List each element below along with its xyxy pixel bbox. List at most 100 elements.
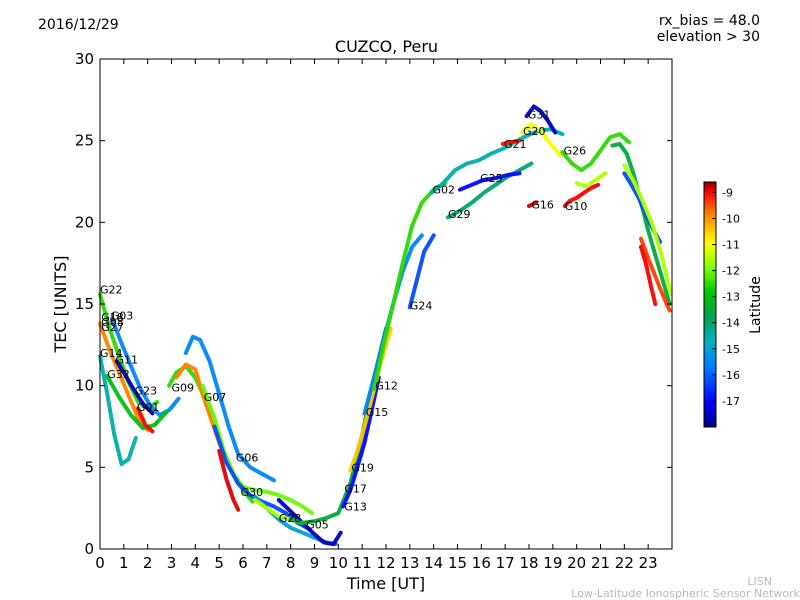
series-g26-28 bbox=[560, 132, 632, 173]
series-g29-36 bbox=[622, 163, 673, 297]
sat-label-g25: G25 bbox=[480, 172, 503, 185]
cb-tick-label--16: -16 bbox=[722, 369, 740, 382]
x-axis: 0 1 2 3 4 5 6 7 8 9 10 11 12 13 14 15 16 17 18 19 20 21 22 23 bbox=[95, 59, 658, 572]
sat-label-g17: G17 bbox=[344, 483, 367, 496]
sat-label-g06: G06 bbox=[236, 452, 259, 465]
x-tick-label-10: 10 bbox=[329, 554, 348, 572]
sat-label-g20: G20 bbox=[523, 125, 546, 138]
cb-tick-label--14: -14 bbox=[722, 317, 740, 330]
sat-label-g31: G31 bbox=[528, 109, 551, 122]
cb-tick-label--11: -11 bbox=[722, 239, 740, 252]
x-tick-label-19: 19 bbox=[543, 554, 562, 572]
series-g19-18 bbox=[348, 326, 393, 473]
plot-frame bbox=[99, 58, 673, 550]
sat-label-g22: G22 bbox=[100, 283, 123, 296]
y-axis-label: TEC [UNITS] bbox=[51, 256, 70, 354]
x-tick-label-14: 14 bbox=[424, 554, 443, 572]
chart-title: CUZCO, Peru bbox=[334, 37, 439, 56]
sat-label-g01: G01 bbox=[137, 401, 160, 414]
series-g29-23 bbox=[446, 161, 534, 220]
sat-label-g08: G08 bbox=[101, 316, 124, 329]
series-g10-30 bbox=[562, 182, 601, 208]
series-g01-6 bbox=[136, 406, 155, 434]
series-g11-4 bbox=[114, 359, 155, 416]
cb-tick-label--13: -13 bbox=[722, 291, 740, 304]
series-g14-2 bbox=[98, 354, 138, 467]
footer-lisn: LISN bbox=[747, 575, 772, 588]
sat-label-g10: G10 bbox=[565, 200, 588, 213]
cb-tick-label--12: -12 bbox=[722, 265, 740, 278]
x-tick-label-12: 12 bbox=[376, 554, 395, 572]
sat-label-g30: G30 bbox=[241, 486, 264, 499]
sat-label-g15: G15 bbox=[366, 406, 389, 419]
x-tick-label-7: 7 bbox=[262, 554, 272, 572]
x-tick-label-6: 6 bbox=[238, 554, 248, 572]
series-g32-5 bbox=[105, 373, 169, 431]
y-tick-label-30: 30 bbox=[75, 50, 94, 68]
series-g31-31 bbox=[574, 171, 608, 189]
x-tick-label-18: 18 bbox=[519, 554, 538, 572]
y-tick-label-15: 15 bbox=[75, 295, 94, 313]
sat-label-g12: G12 bbox=[375, 380, 398, 393]
date-label: 2016/12/29 bbox=[38, 17, 119, 33]
y-tick-label-10: 10 bbox=[75, 377, 94, 395]
series-g06-9 bbox=[183, 334, 276, 483]
x-tick-label-1: 1 bbox=[119, 554, 129, 572]
x-tick-label-5: 5 bbox=[214, 554, 224, 572]
cb-tick-label--9: -9 bbox=[722, 186, 733, 199]
colorbar-label: Latitude bbox=[748, 276, 764, 334]
series-g13-17 bbox=[341, 375, 381, 509]
x-tick-label-15: 15 bbox=[448, 554, 467, 572]
cb-tick-label--10: -10 bbox=[722, 212, 740, 225]
series-g31-26 bbox=[524, 104, 558, 135]
series-g20-27 bbox=[519, 122, 562, 158]
y-tick-label-20: 20 bbox=[75, 213, 94, 231]
sat-label-g24: G24 bbox=[410, 300, 433, 313]
x-tick-label-20: 20 bbox=[567, 554, 586, 572]
colorbar-ticks: -9 -10 -11 -12 -13 -14 -15 -16 -17 bbox=[712, 186, 740, 408]
series-g21-25 bbox=[500, 138, 522, 146]
rx-bias-label: rx_bias = 48.0 bbox=[658, 13, 760, 29]
sat-label-g29: G29 bbox=[448, 208, 471, 221]
series-g17-16 bbox=[288, 326, 388, 525]
sat-label-g03: G03 bbox=[111, 309, 134, 322]
series-g25-24 bbox=[457, 171, 522, 192]
series-g25-35 bbox=[639, 244, 658, 306]
footer-network: Low-Latitude Ionospheric Sensor Network bbox=[571, 587, 800, 600]
sat-label-g13: G13 bbox=[344, 501, 367, 514]
x-axis-label: Time [UT] bbox=[346, 574, 425, 593]
sat-label-g11: G11 bbox=[116, 354, 139, 367]
sat-label-g02: G02 bbox=[433, 184, 456, 197]
y-tick-label-5: 5 bbox=[84, 458, 94, 476]
sat-label-g14: G14 bbox=[100, 347, 123, 360]
series-g27-3 bbox=[98, 321, 150, 432]
sat-label-g32: G32 bbox=[107, 368, 130, 381]
sat-label-g19: G19 bbox=[351, 461, 374, 474]
x-tick-label-16: 16 bbox=[472, 554, 491, 572]
y-axis: 0 5 10 15 20 25 30 bbox=[75, 50, 672, 558]
x-tick-label-9: 9 bbox=[310, 554, 320, 572]
series-layer bbox=[98, 104, 673, 547]
x-tick-label-4: 4 bbox=[191, 554, 201, 572]
colorbar bbox=[703, 181, 717, 428]
cb-tick-label--17: -17 bbox=[722, 395, 740, 408]
sat-label-g07: G07 bbox=[204, 391, 227, 404]
series-g12-20 bbox=[372, 181, 448, 391]
sat-label-g21: G21 bbox=[504, 138, 527, 151]
sat-label-g09: G09 bbox=[172, 381, 195, 394]
series-g16-29 bbox=[527, 200, 539, 208]
x-tick-label-23: 23 bbox=[639, 554, 658, 572]
sat-label-g26: G26 bbox=[564, 145, 587, 158]
y-tick-label-0: 0 bbox=[84, 540, 94, 558]
sat-label-g18: G18 bbox=[101, 311, 124, 324]
sat-label-g27: G27 bbox=[101, 321, 124, 334]
series-g21-32 bbox=[610, 141, 672, 306]
x-tick-label-0: 0 bbox=[95, 554, 105, 572]
x-tick-label-8: 8 bbox=[286, 554, 296, 572]
x-tick-label-3: 3 bbox=[167, 554, 177, 572]
series-g24-21 bbox=[407, 233, 436, 310]
series-g20-34 bbox=[639, 236, 672, 313]
series-g05-14 bbox=[276, 498, 343, 547]
sat-label-g05: G05 bbox=[306, 519, 329, 532]
